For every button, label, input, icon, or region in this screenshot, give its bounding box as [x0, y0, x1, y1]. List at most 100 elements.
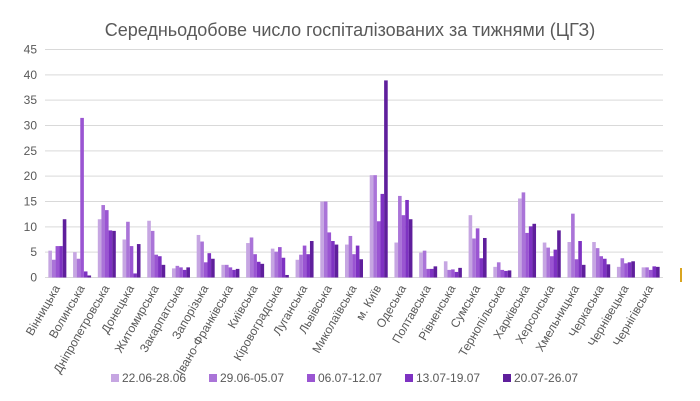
- y-tick-label: 15: [24, 195, 38, 209]
- bar-06.07-12.07: [624, 263, 628, 278]
- bar-29.06-05.07: [595, 248, 600, 278]
- bar-20.07-26.07: [483, 237, 487, 278]
- y-tick-label: 10: [24, 220, 38, 234]
- bar-13.07-19.07: [603, 258, 607, 278]
- bar-22.06-28.06: [369, 175, 374, 278]
- bar-06.07-12.07: [648, 269, 653, 278]
- bar-20.07-26.07: [433, 266, 438, 278]
- bar-13.07-19.07: [207, 253, 212, 278]
- bar-29.06-05.07: [496, 262, 501, 278]
- bar-06.07-12.07: [599, 256, 603, 278]
- bar-06.07-12.07: [525, 232, 529, 278]
- bar-20.07-26.07: [334, 244, 339, 278]
- bar-20.07-26.07: [235, 268, 240, 278]
- bar-06.07-12.07: [80, 117, 84, 278]
- bar-29.06-05.07: [323, 201, 328, 278]
- bar-06.07-12.07: [500, 269, 505, 278]
- bar-22.06-28.06: [270, 248, 275, 278]
- bar-13.07-19.07: [158, 256, 162, 278]
- bar-22.06-28.06: [73, 252, 77, 278]
- bar-13.07-19.07: [133, 273, 137, 278]
- legend-swatch: [209, 374, 217, 382]
- bar-06.07-12.07: [203, 262, 208, 278]
- bar-13.07-19.07: [256, 261, 261, 278]
- bar-13.07-19.07: [331, 241, 335, 278]
- bar-20.07-26.07: [384, 80, 388, 278]
- bar-22.06-28.06: [345, 244, 349, 278]
- bar-20.07-26.07: [112, 230, 116, 278]
- bar-13.07-19.07: [281, 257, 286, 278]
- bar-20.07-26.07: [136, 244, 141, 278]
- bar-29.06-05.07: [150, 230, 155, 278]
- bar-29.06-05.07: [521, 192, 526, 278]
- bar-20.07-26.07: [606, 264, 611, 278]
- bar-13.07-19.07: [108, 230, 113, 278]
- bar-29.06-05.07: [348, 235, 353, 278]
- bar-06.07-12.07: [475, 228, 480, 278]
- bar-06.07-12.07: [55, 246, 60, 278]
- bar-22.06-28.06: [443, 261, 448, 278]
- chart-title: Середньодобове число госпіталізованих за…: [105, 20, 596, 40]
- bar-29.06-05.07: [274, 251, 279, 278]
- bar-29.06-05.07: [225, 264, 229, 278]
- bar-06.07-12.07: [302, 245, 307, 278]
- bar-13.07-19.07: [528, 226, 533, 278]
- bar-13.07-19.07: [306, 254, 310, 278]
- bar-22.06-28.06: [147, 220, 151, 278]
- bar-06.07-12.07: [179, 267, 183, 278]
- bar-06.07-12.07: [105, 210, 109, 278]
- bar-22.06-28.06: [592, 242, 596, 278]
- bar-06.07-12.07: [376, 221, 381, 278]
- bar-20.07-26.07: [408, 219, 413, 278]
- bar-20.07-26.07: [161, 264, 166, 278]
- bar-22.06-28.06: [419, 252, 423, 278]
- bar-29.06-05.07: [571, 213, 575, 278]
- y-tick-label: 35: [24, 93, 38, 107]
- bar-29.06-05.07: [200, 241, 204, 278]
- bar-20.07-26.07: [87, 275, 92, 278]
- bar-22.06-28.06: [196, 234, 201, 278]
- y-tick-label: 0: [30, 271, 37, 285]
- bar-20.07-26.07: [285, 274, 289, 278]
- bar-29.06-05.07: [447, 269, 452, 278]
- bar-06.07-12.07: [352, 254, 356, 278]
- bar-20.07-26.07: [458, 267, 462, 278]
- bar-13.07-19.07: [627, 262, 632, 278]
- y-tick-label: 30: [24, 119, 38, 133]
- bar-06.07-12.07: [327, 232, 332, 278]
- y-tick-label: 40: [24, 68, 38, 82]
- bar-20.07-26.07: [557, 230, 561, 278]
- bar-22.06-28.06: [394, 242, 399, 278]
- bar-29.06-05.07: [373, 175, 377, 278]
- bar-22.06-28.06: [641, 267, 646, 278]
- bar-22.06-28.06: [616, 266, 621, 278]
- bar-06.07-12.07: [549, 256, 554, 278]
- bar-29.06-05.07: [398, 195, 402, 278]
- bar-06.07-12.07: [154, 254, 159, 278]
- bar-20.07-26.07: [507, 270, 512, 278]
- bar-06.07-12.07: [401, 215, 406, 278]
- y-tick-label: 45: [24, 43, 38, 57]
- bar-22.06-28.06: [122, 239, 127, 278]
- y-tick-label: 25: [24, 144, 38, 158]
- bar-29.06-05.07: [546, 247, 550, 278]
- bar-13.07-19.07: [553, 249, 558, 278]
- y-tick-label: 5: [30, 245, 37, 259]
- bar-06.07-12.07: [451, 269, 455, 278]
- y-tick-label: 20: [24, 169, 38, 183]
- bar-06.07-12.07: [129, 246, 134, 278]
- bar-20.07-26.07: [532, 223, 537, 278]
- bar-20.07-26.07: [309, 241, 314, 278]
- bar-29.06-05.07: [101, 205, 105, 278]
- legend-label: 06.07-12.07: [318, 371, 382, 385]
- bar-13.07-19.07: [454, 271, 459, 278]
- bar-29.06-05.07: [76, 258, 81, 278]
- legend-label: 22.06-28.06: [122, 371, 186, 385]
- bar-06.07-12.07: [278, 247, 282, 278]
- bar-22.06-28.06: [567, 242, 572, 278]
- legend-label: 13.07-19.07: [416, 371, 480, 385]
- bar-13.07-19.07: [479, 258, 483, 278]
- bar-06.07-12.07: [574, 259, 579, 278]
- bar-22.06-28.06: [171, 268, 176, 278]
- bar-13.07-19.07: [380, 193, 385, 278]
